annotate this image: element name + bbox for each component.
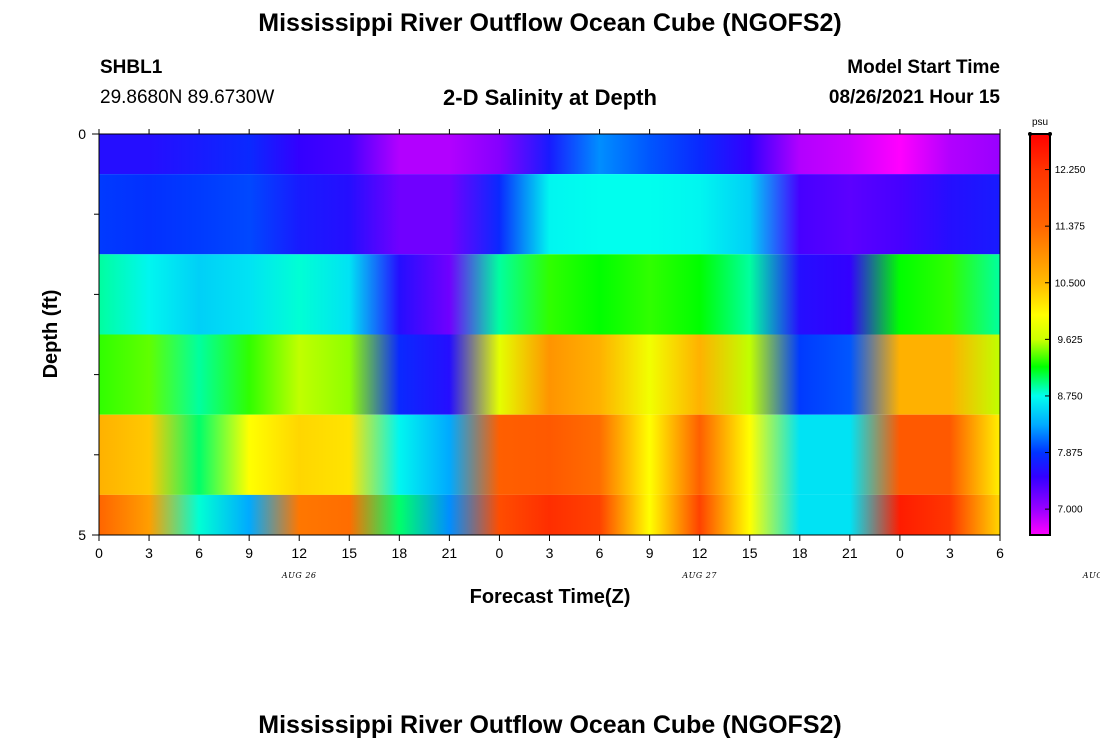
x-tick-label: 3 xyxy=(946,545,954,561)
model-start-label: Model Start Time xyxy=(847,57,1000,78)
x-tick-label: 6 xyxy=(996,545,1004,561)
x-tick-label: 3 xyxy=(546,545,554,561)
x-tick-label: 18 xyxy=(792,545,808,561)
x-tick-label: 21 xyxy=(442,545,458,561)
x-tick-label: 15 xyxy=(742,545,758,561)
chart-title: 2-D Salinity at Depth xyxy=(443,85,657,110)
colorbar-unit: psu xyxy=(1032,117,1048,128)
salinity-layer-5 xyxy=(99,414,1000,495)
colorbar-corner xyxy=(1028,132,1032,136)
date-labels: AUG 26 AUG 27 AUG 28 xyxy=(281,571,1100,580)
station-coords: 29.8680N 89.6730W xyxy=(100,87,275,108)
date-label: AUG 28 xyxy=(1082,571,1100,580)
colorbar-tick-label: 7.000 xyxy=(1057,505,1082,516)
x-tick-label: 9 xyxy=(646,545,654,561)
y-axis-title: Depth (ft) xyxy=(40,290,62,379)
salinity-layer-3 xyxy=(99,254,1000,335)
colorbar-tick-label: 9.625 xyxy=(1057,335,1082,346)
colorbar: psu 7.000 7.875 8.750 9.625 10.500 11.375 12.25… xyxy=(1028,117,1086,536)
model-start-value: 08/26/2021 Hour 15 xyxy=(828,87,1000,108)
heatmap-layers xyxy=(99,134,1000,535)
date-label: AUG 26 xyxy=(281,571,317,580)
page-title: Mississippi River Outflow Ocean Cube (NG… xyxy=(258,9,842,37)
x-tick-label: 6 xyxy=(596,545,604,561)
x-tick-label: 18 xyxy=(392,545,408,561)
x-tick-label: 3 xyxy=(145,545,153,561)
x-tick-label: 0 xyxy=(496,545,504,561)
x-tick-label: 15 xyxy=(341,545,357,561)
colorbar-tick-label: 8.750 xyxy=(1057,391,1082,402)
x-tick-label: 6 xyxy=(195,545,203,561)
y-axis: 05 xyxy=(78,126,99,543)
x-axis-title: Forecast Time(Z) xyxy=(470,586,631,608)
salinity-layer-4 xyxy=(99,334,1000,415)
y-tick-label: 0 xyxy=(78,126,86,142)
x-tick-label: 21 xyxy=(842,545,858,561)
station-id: SHBL1 xyxy=(100,57,163,78)
y-tick-label: 5 xyxy=(78,527,86,543)
footer-title: Mississippi River Outflow Ocean Cube (NG… xyxy=(258,711,842,739)
colorbar-corner xyxy=(1048,132,1052,136)
x-axis: 0 3 6 9 12 15 18 21 0 3 6 9 12 15 18 21 0 3 6 xyxy=(95,129,1004,561)
salinity-layer-2 xyxy=(99,174,1000,255)
salinity-layer-1 xyxy=(99,134,1000,175)
colorbar-tick-label: 7.875 xyxy=(1057,448,1082,459)
x-tick-label: 9 xyxy=(245,545,253,561)
colorbar-tick-label: 11.375 xyxy=(1055,222,1085,233)
colorbar-gradient xyxy=(1029,133,1051,536)
salinity-layer-6 xyxy=(99,494,1000,535)
date-label: AUG 27 xyxy=(681,571,717,580)
x-tick-label: 0 xyxy=(896,545,904,561)
x-tick-label: 12 xyxy=(291,545,307,561)
x-tick-label: 12 xyxy=(692,545,708,561)
x-tick-label: 0 xyxy=(95,545,103,561)
colorbar-tick-label: 12.250 xyxy=(1055,165,1086,176)
colorbar-tick-label: 10.500 xyxy=(1055,278,1086,289)
